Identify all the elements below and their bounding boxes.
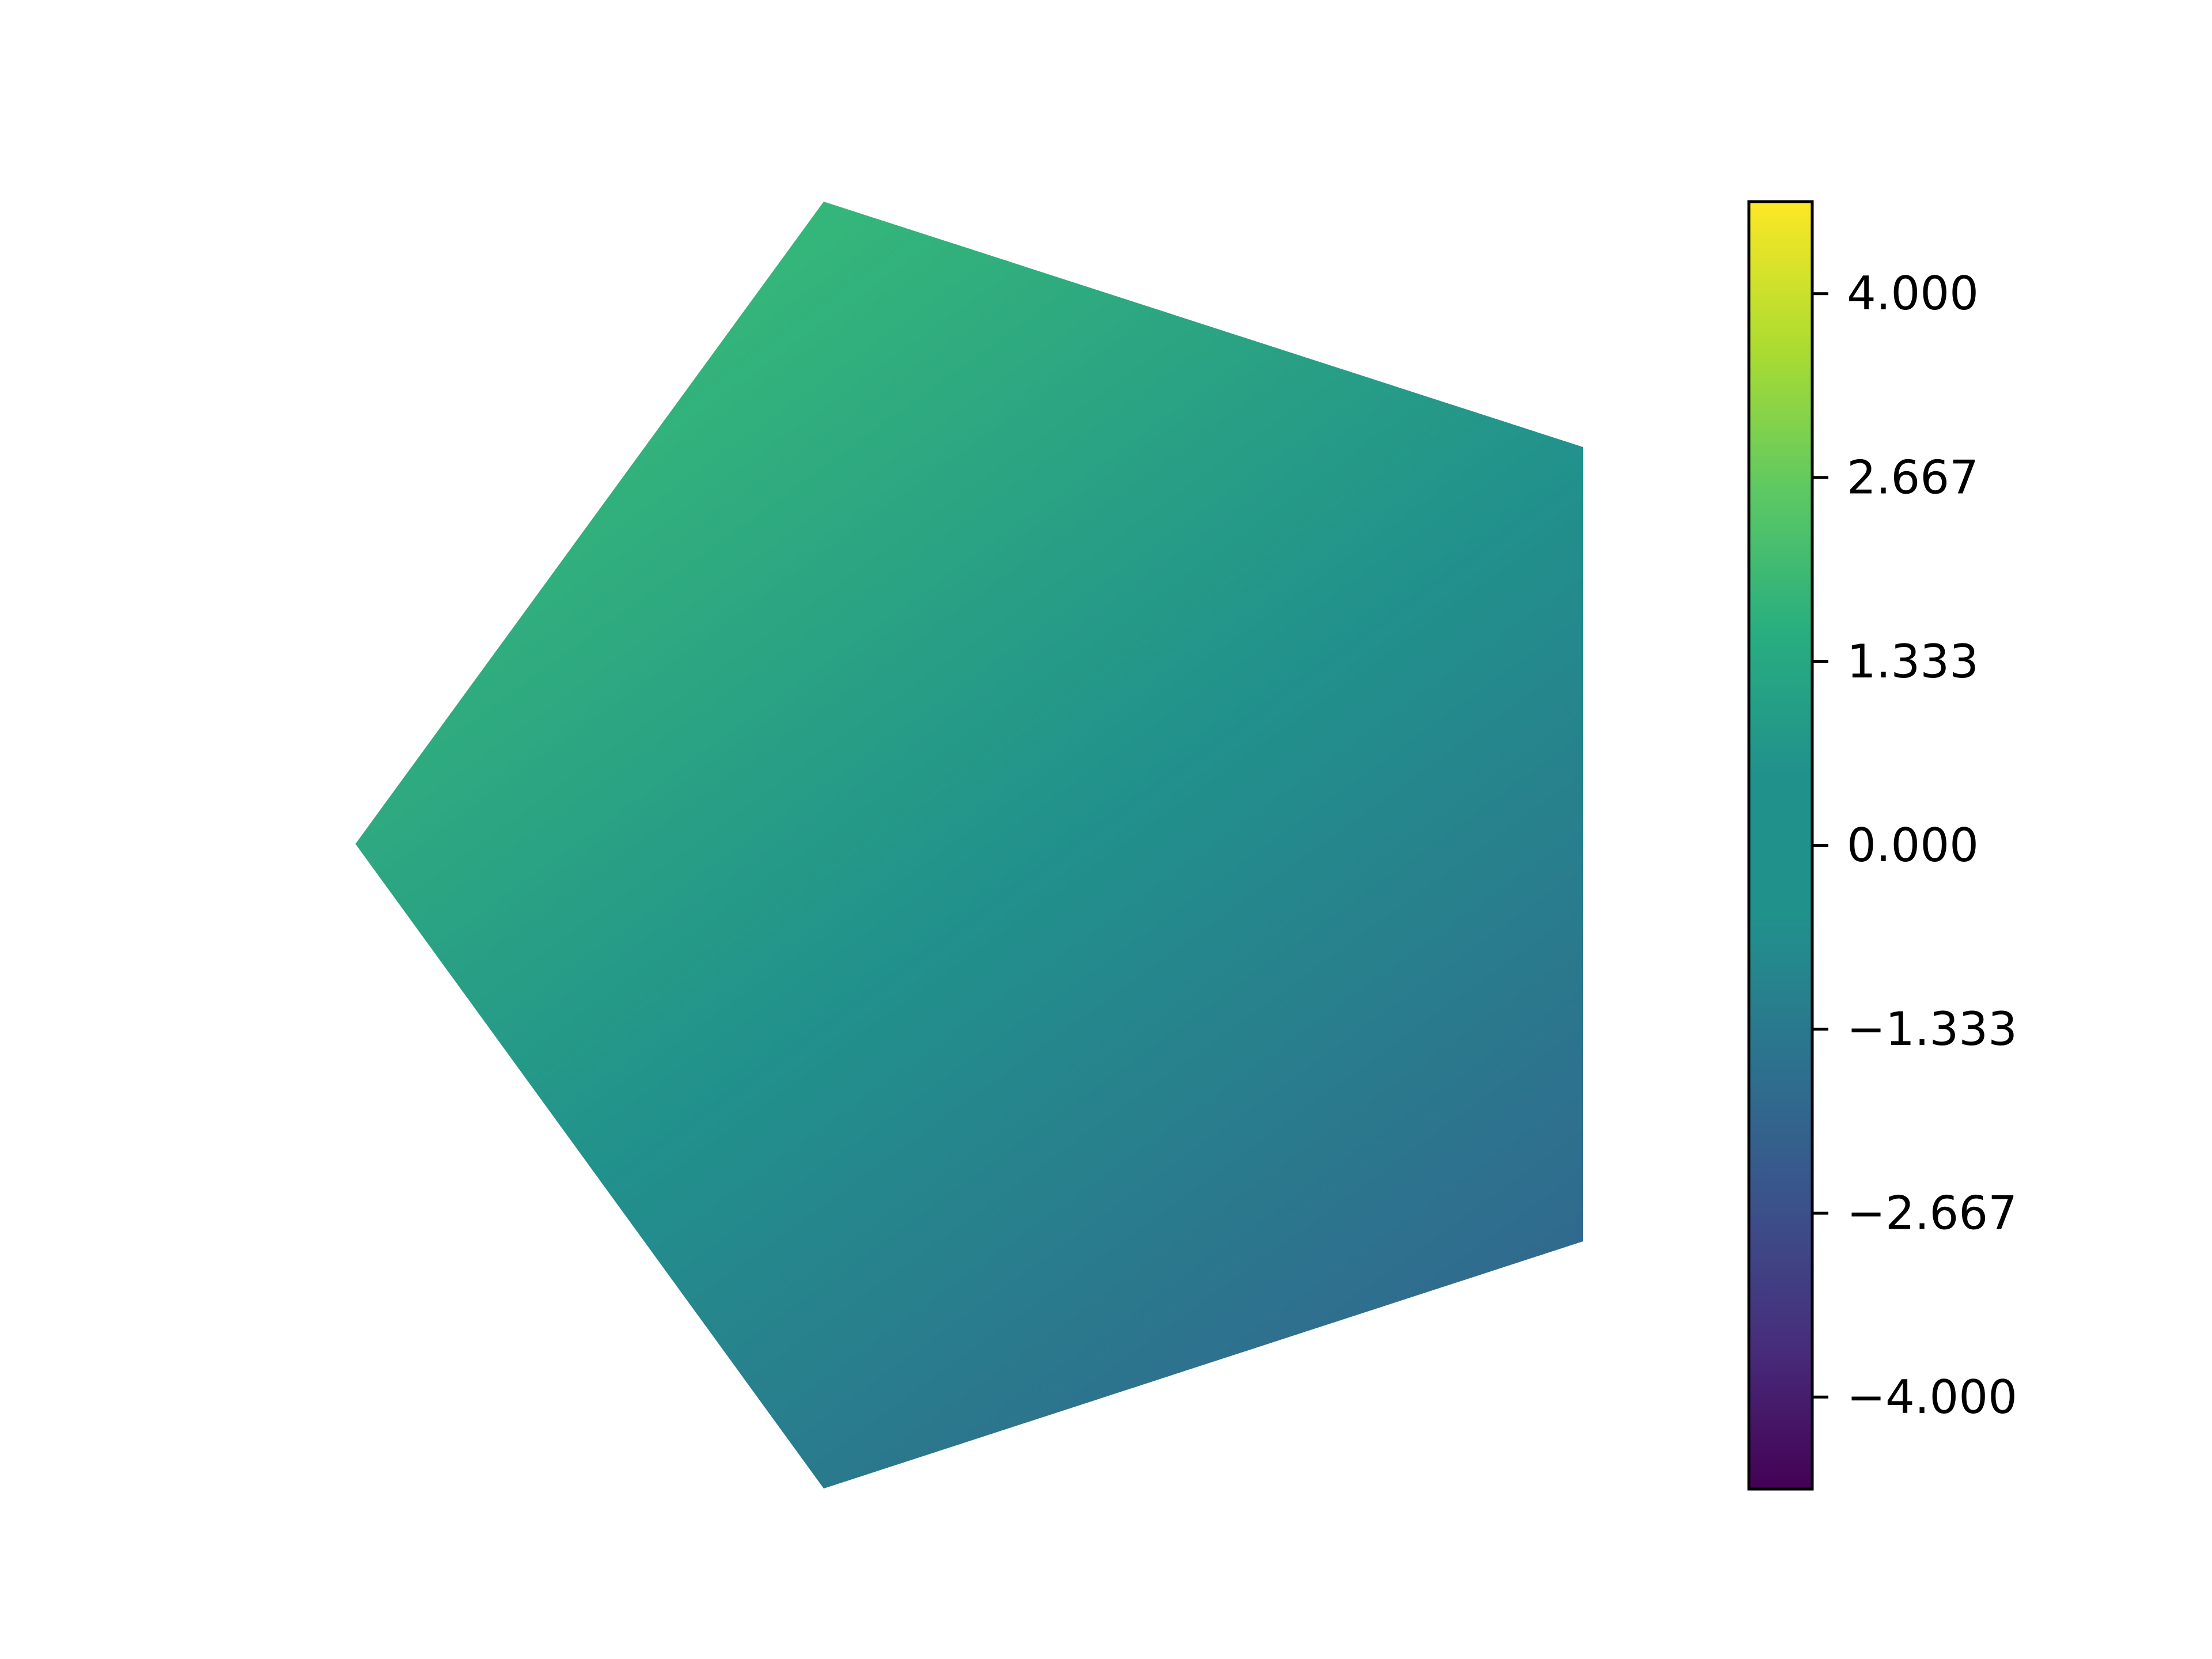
colorbar-tick-label: 1.333 (1847, 635, 1979, 688)
colorbar-ticks: 4.000 2.667 1.333 0.000 −1.333 −2.667 −4.000 (1812, 267, 2017, 1424)
colorbar-tick-label: 2.667 (1847, 450, 1979, 504)
pentagon-field (355, 202, 1583, 1488)
colorbar-gradient (1749, 202, 1812, 1489)
colorbar-tick-label: 0.000 (1847, 819, 1979, 872)
colorbar-tick-label: −1.333 (1847, 1002, 2017, 1056)
colorbar-tick-label: −2.667 (1847, 1187, 2017, 1240)
colorbar-tick-label: −4.000 (1847, 1370, 2017, 1424)
colorbar-tick-label: 4.000 (1847, 267, 1979, 320)
colorbar: 4.000 2.667 1.333 0.000 −1.333 −2.667 −4.000 (1747, 200, 2017, 1491)
